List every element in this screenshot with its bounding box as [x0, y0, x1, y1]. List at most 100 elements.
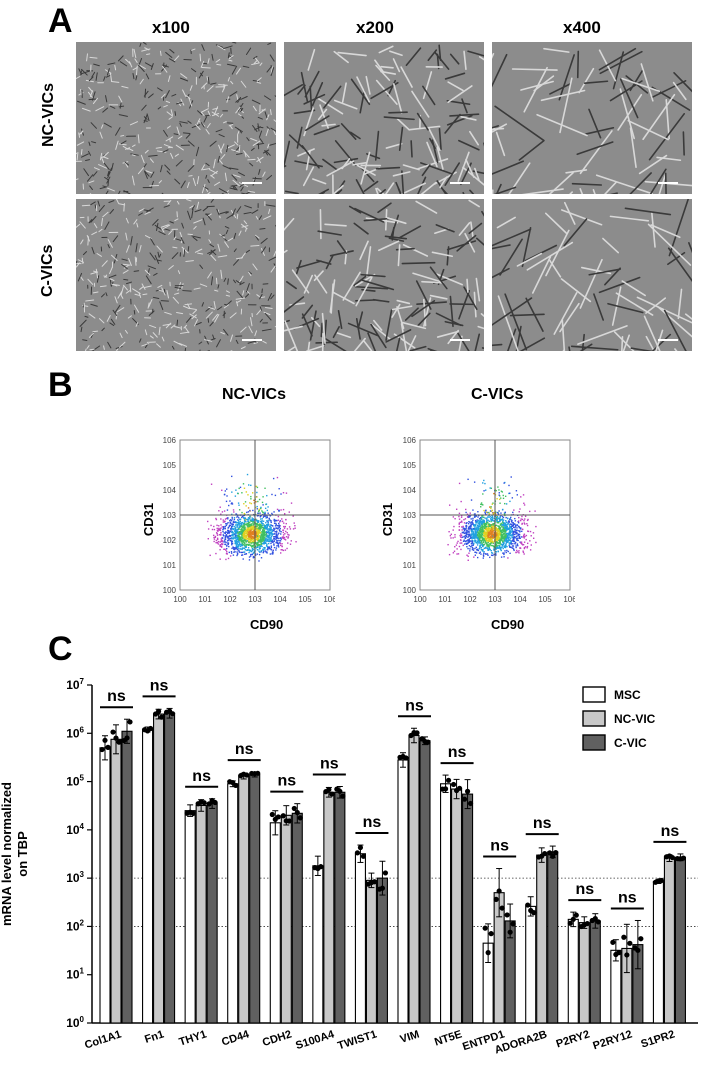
x-tick-label: VIM [399, 1028, 421, 1045]
data-point [147, 725, 154, 732]
data-point [467, 800, 474, 807]
x-tick-label: CD44 [220, 1028, 251, 1048]
data-point [504, 912, 510, 918]
significance-label: ns [575, 881, 594, 898]
bar-nc-vic-nt5e [451, 788, 463, 1024]
panel-a-letter: A [48, 2, 73, 40]
micrograph-c-x400 [492, 199, 692, 351]
bar-msc-fn1 [142, 728, 154, 1024]
x-tick-label: P2RY2 [555, 1028, 591, 1050]
bar-nc-vic-s1pr2 [663, 857, 675, 1024]
significance-label: ns [235, 741, 254, 758]
data-point [610, 939, 616, 945]
scale-bar [450, 339, 470, 341]
micrograph-c-x100 [76, 199, 276, 351]
data-point [286, 818, 292, 824]
data-point [155, 708, 162, 714]
data-point [547, 850, 553, 856]
data-point [553, 850, 559, 856]
flow-ytick-label: 103 [403, 511, 417, 520]
bar-nc-vic-fn1 [153, 713, 165, 1024]
y-tick-label: 100 [66, 1015, 84, 1030]
flow-xtick-label: 104 [513, 595, 527, 604]
bar-nc-vic-vim [408, 734, 420, 1024]
data-point [110, 729, 116, 735]
data-point [340, 793, 346, 799]
bar-nc-vic-twist1 [365, 879, 377, 1024]
legend-label-nc-vic: NC-VIC [614, 712, 656, 726]
data-point [124, 735, 130, 741]
data-point [482, 925, 488, 931]
data-point [493, 896, 499, 902]
data-point [113, 735, 119, 741]
flow-ytick-label: 100 [403, 586, 417, 595]
flow-xtick-label: 103 [488, 595, 502, 604]
significance-label: ns [533, 815, 552, 832]
significance-label: ns [661, 823, 680, 840]
significance-label: ns [320, 755, 339, 772]
data-point [291, 805, 297, 812]
data-point [499, 905, 505, 911]
data-point [442, 786, 449, 792]
data-point [158, 714, 165, 720]
bar-msc-cdh2 [269, 822, 281, 1024]
flow-xtick-label: 100 [413, 595, 427, 604]
data-point [488, 931, 494, 937]
scale-bar [658, 339, 678, 341]
legend-label-c-vic: C-VIC [614, 736, 647, 750]
data-point [464, 788, 471, 794]
data-point [280, 813, 286, 819]
flow-xtick-label: 106 [563, 595, 575, 604]
flow-ytick-label: 105 [163, 461, 177, 470]
bar-c-vic-s100a4 [334, 791, 346, 1024]
bar-msc-col1a1 [99, 747, 111, 1024]
data-point [550, 853, 556, 859]
data-point [496, 888, 502, 894]
data-point [510, 921, 516, 927]
flow-ytick-label: 100 [163, 586, 177, 595]
bar-c-vic-col1a1 [121, 730, 133, 1024]
x-tick-label: Fn1 [143, 1028, 165, 1045]
bar-nc-vic-p2ry2 [578, 922, 590, 1024]
flow-xtick-label: 105 [538, 595, 552, 604]
scale-bar [242, 339, 262, 341]
significance-label: ns [107, 688, 126, 705]
x-tick-label: Col1A1 [83, 1028, 123, 1051]
bar-chart-mrna: 100 101 102 103 104 105 106 107 mRNA level norma… [0, 677, 698, 1057]
legend-swatch-c-vic [582, 734, 606, 751]
bar-msc-p2ry2 [567, 918, 579, 1024]
flow-xtick-label: 102 [223, 595, 237, 604]
flow-ytick-label: 102 [403, 536, 417, 545]
legend-swatch-msc [582, 686, 606, 703]
flow-ytick-label: 106 [403, 436, 417, 445]
flow-plot-title-nc-vics: NC-VICs [222, 386, 287, 403]
bar-msc-nt5e [440, 783, 452, 1024]
flow-plot-title-c-vics: C-VICs [471, 386, 524, 403]
flow-ytick-label: 104 [403, 486, 417, 495]
flow-xtick-label: 103 [248, 595, 262, 604]
bar-c-vic-cdh2 [291, 812, 303, 1024]
flow-ytick-label: 104 [163, 486, 177, 495]
significance-label: ns [150, 677, 169, 694]
bar-nc-vic-adora2b [536, 854, 548, 1024]
data-point [403, 755, 409, 761]
significance-label: ns [448, 744, 467, 761]
bar-nc-vic-s100a4 [323, 791, 335, 1024]
y-tick-label: 106 [66, 725, 84, 740]
bar-c-vic-twist1 [376, 877, 388, 1024]
data-point [531, 910, 537, 916]
data-point [680, 855, 687, 861]
bar-msc-cd44 [227, 783, 239, 1024]
data-point [616, 950, 622, 956]
data-point [127, 719, 133, 725]
row-label-c-vics: C-VICs [39, 244, 56, 297]
data-point [382, 870, 389, 876]
data-point [669, 854, 676, 861]
bar-c-vic-adora2b [547, 851, 559, 1024]
data-point [275, 814, 281, 820]
y-tick-label: 101 [66, 967, 84, 982]
flow-xtick-label: 101 [438, 595, 452, 604]
data-point [542, 850, 548, 857]
y-tick-label: 107 [66, 677, 84, 692]
bar-nc-vic-col1a1 [110, 738, 122, 1024]
